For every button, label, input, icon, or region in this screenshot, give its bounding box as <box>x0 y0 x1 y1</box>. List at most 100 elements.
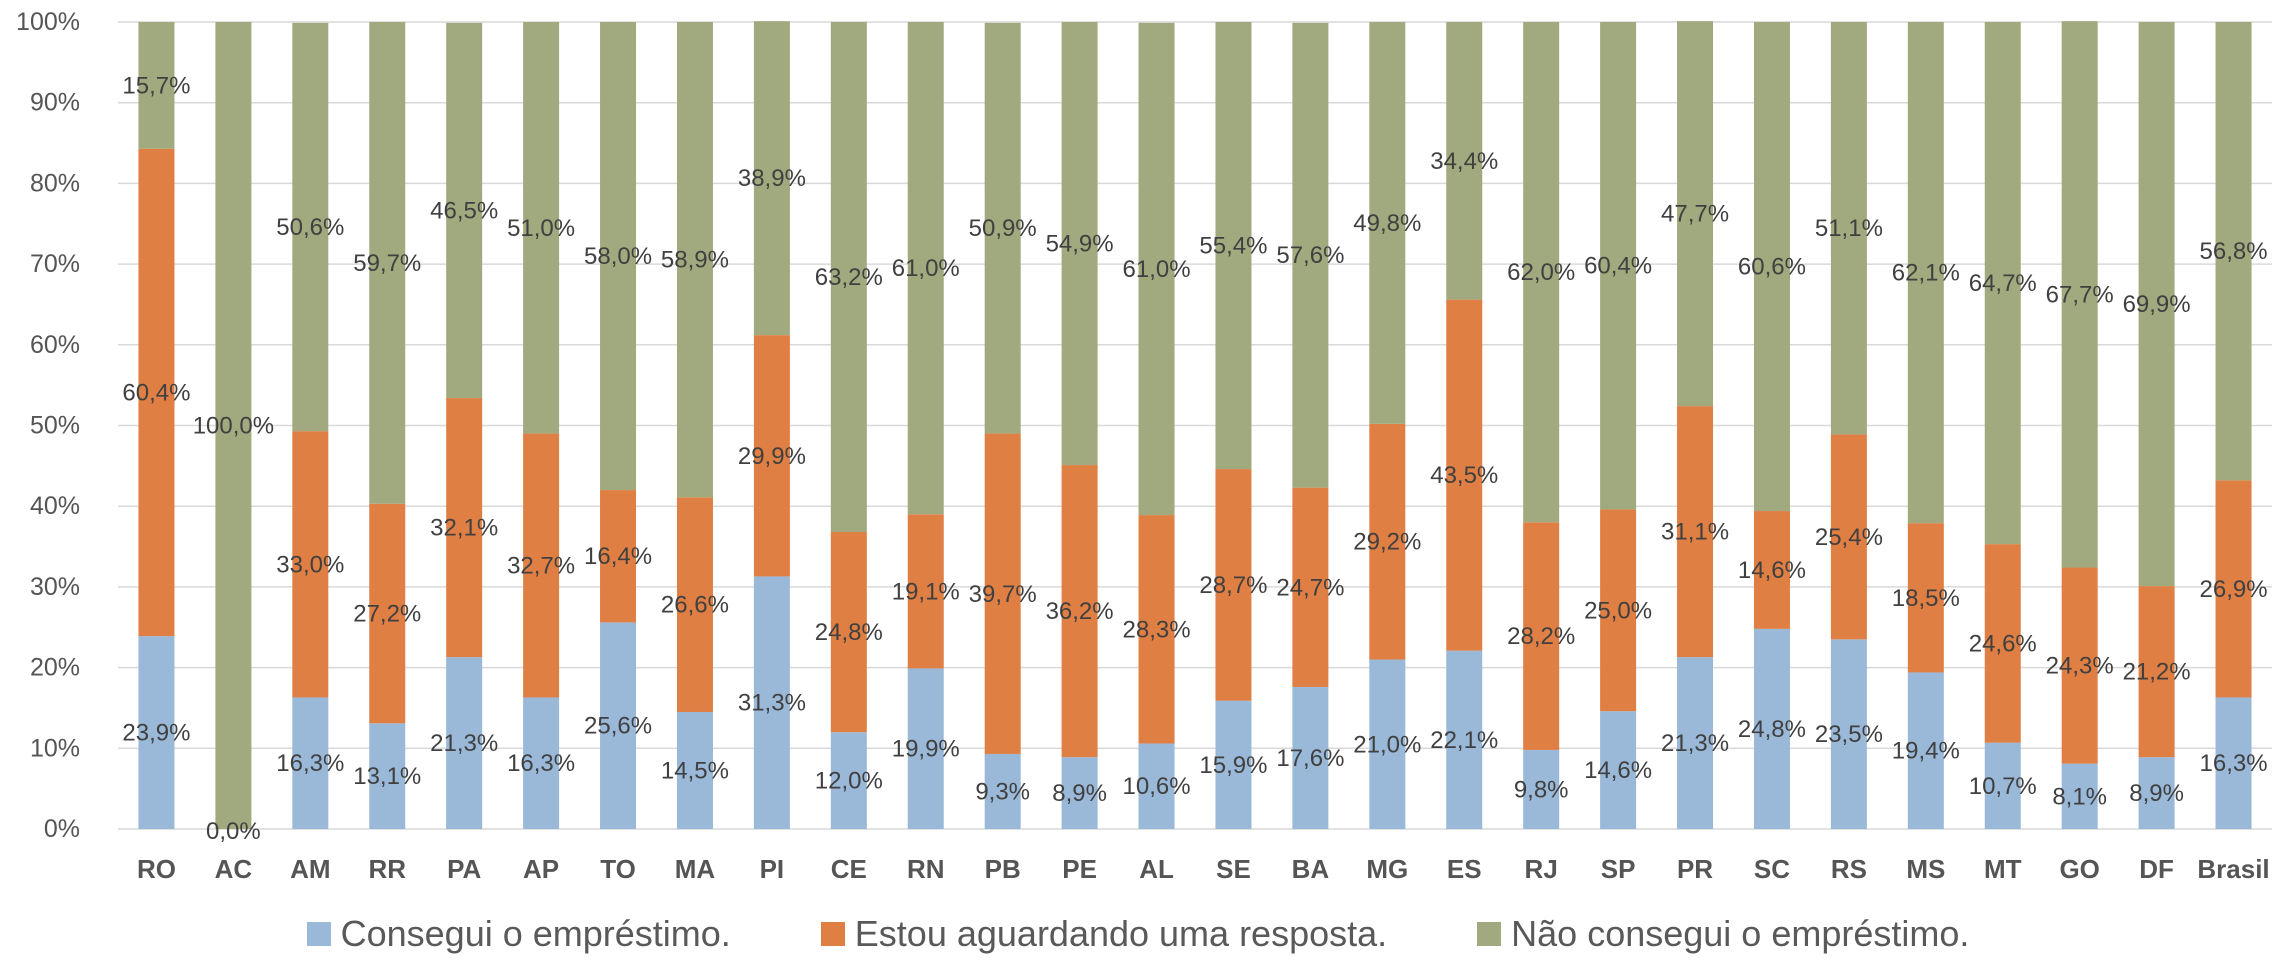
y-tick-label: 40% <box>30 492 80 520</box>
bar-segment <box>1138 22 1175 516</box>
bar-segment <box>1446 22 1483 300</box>
legend-item-aguardando: Estou aguardando uma resposta. <box>820 913 1387 955</box>
data-label: 43,5% <box>1430 462 1498 489</box>
bar-segment <box>2061 21 2098 568</box>
data-label: 10,6% <box>1123 773 1191 800</box>
bar-segment <box>446 398 483 658</box>
bar-segment <box>446 657 483 829</box>
data-label: 31,1% <box>1661 519 1729 546</box>
data-label: 0,0% <box>206 818 261 845</box>
x-category-label: Brasil <box>2197 854 2269 884</box>
bar-segment <box>523 433 560 698</box>
data-label: 14,6% <box>1738 557 1806 584</box>
bar-segment <box>2215 697 2252 829</box>
bar-segment <box>2138 757 2175 829</box>
legend-swatch-nao-consegui <box>1477 922 1502 946</box>
legend-label-nao-consegui: Não consegui o empréstimo. <box>1511 913 1970 954</box>
data-label: 51,0% <box>507 215 575 242</box>
data-label: 47,7% <box>1661 201 1729 228</box>
bar-segment <box>907 668 944 829</box>
data-label: 55,4% <box>1199 233 1267 260</box>
bar-segment <box>2215 480 2252 698</box>
x-category-label: AC <box>215 854 253 884</box>
x-category-label: RJ <box>1525 854 1558 884</box>
data-label: 29,2% <box>1353 529 1421 556</box>
data-label: 62,1% <box>1892 260 1960 287</box>
x-category-label: MA <box>675 854 716 884</box>
data-label: 60,6% <box>1738 254 1806 281</box>
data-label: 14,5% <box>661 757 729 784</box>
bar-segment <box>1907 672 1944 829</box>
data-label: 24,8% <box>815 619 883 646</box>
y-tick-label: 80% <box>30 169 80 197</box>
bar-segment <box>2061 567 2098 764</box>
bar-segment <box>292 697 329 829</box>
y-tick-label: 50% <box>30 412 80 440</box>
data-label: 69,9% <box>2123 291 2191 318</box>
x-category-label: RS <box>1831 854 1867 884</box>
y-tick-label: 60% <box>30 331 80 359</box>
bar-segment <box>1984 22 2021 545</box>
y-tick-label: 30% <box>30 573 80 601</box>
bar-segment <box>1984 742 2021 829</box>
bar-segment <box>1369 423 1406 660</box>
data-label: 26,9% <box>2200 576 2268 603</box>
bar-segment <box>907 22 944 515</box>
bar-segment <box>984 753 1021 829</box>
bar-segment <box>1061 757 1098 829</box>
data-label: 33,0% <box>276 551 344 578</box>
data-label: 60,4% <box>122 379 190 406</box>
legend-item-consegui: Consegui o empréstimo. <box>306 913 731 955</box>
x-category-label: PI <box>760 854 785 884</box>
data-label: 57,6% <box>1276 242 1344 269</box>
data-label: 56,8% <box>2200 238 2268 265</box>
data-label: 32,1% <box>430 515 498 542</box>
data-label: 63,2% <box>815 264 883 291</box>
data-label: 19,1% <box>892 578 960 605</box>
x-category-label: PA <box>447 854 481 884</box>
data-label: 58,9% <box>661 247 729 274</box>
bar-segment <box>600 22 637 491</box>
data-label: 100,0% <box>193 413 274 440</box>
bar-segment <box>369 22 406 504</box>
bar-segment <box>369 723 406 829</box>
x-category-label: SP <box>1601 854 1636 884</box>
data-label: 16,3% <box>276 750 344 777</box>
x-category-label: MS <box>1906 854 1945 884</box>
legend-label-consegui: Consegui o empréstimo. <box>340 913 731 954</box>
x-category-label: AP <box>523 854 559 884</box>
data-label: 28,2% <box>1507 623 1575 650</box>
data-label: 29,9% <box>738 443 806 470</box>
y-tick-label: 90% <box>30 89 80 117</box>
bar-segment <box>1753 511 1790 629</box>
data-label: 16,3% <box>507 750 575 777</box>
bar-segment <box>1292 22 1329 488</box>
data-label: 36,2% <box>1046 598 1114 625</box>
data-label: 51,1% <box>1815 215 1883 242</box>
bar-segment <box>1061 465 1098 758</box>
x-category-label: DF <box>2139 854 2174 884</box>
x-category-label: TO <box>600 854 636 884</box>
chart-canvas: 0% 10% 20% 30% 40% 50% 60% 70% 80% 90% 100% 23,9% 6… <box>16 8 2272 884</box>
bar-segment <box>830 732 867 829</box>
bar-segment <box>1907 523 1944 673</box>
bar-segment <box>830 532 867 733</box>
legend: Consegui o empréstimo. Estou aguardando … <box>0 910 2276 958</box>
data-label: 25,4% <box>1815 524 1883 551</box>
data-label: 38,9% <box>738 165 806 192</box>
bar-segment <box>1138 743 1175 829</box>
bar-segment <box>446 22 483 399</box>
bar-segment <box>138 636 175 829</box>
x-category-label: SC <box>1754 854 1790 884</box>
data-label: 26,6% <box>661 592 729 619</box>
data-label: 60,4% <box>1584 253 1652 280</box>
data-label: 21,2% <box>2123 659 2191 686</box>
x-category-label: RR <box>368 854 406 884</box>
bar-segment <box>2138 22 2175 587</box>
y-tick-label: 20% <box>30 654 80 682</box>
data-label: 50,9% <box>969 215 1037 242</box>
data-label: 61,0% <box>892 255 960 282</box>
bar-segment <box>676 497 713 712</box>
data-label: 58,0% <box>584 243 652 270</box>
